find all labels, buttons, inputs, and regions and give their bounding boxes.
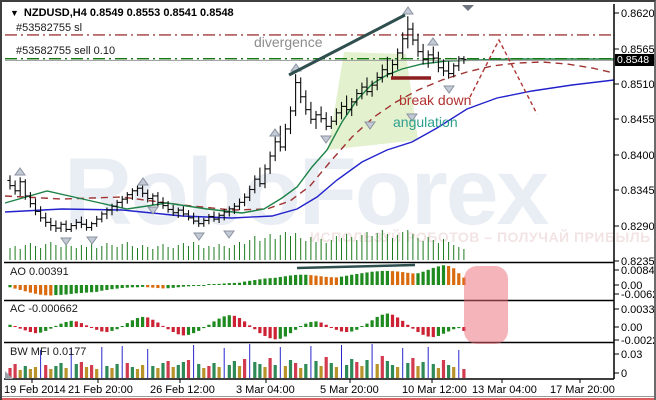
svg-text:0.8235: 0.8235 [621, 256, 655, 268]
svg-text:0.8290: 0.8290 [621, 221, 655, 233]
svg-text:0.8345: 0.8345 [621, 185, 655, 197]
svg-text:13 Mar 04:00: 13 Mar 04:00 [472, 384, 537, 396]
svg-text:21 Feb 20:00: 21 Feb 20:00 [68, 384, 133, 396]
accelerator-oscillator-panel [8, 313, 466, 340]
current-price-badge: 0.8548 [615, 54, 654, 66]
watermark-tagline: ИСПОЛЬЗУЙ РОБОТОВ – ПОЛУЧАЙ ПРИБЫЛЬ [310, 229, 651, 245]
svg-text:10 Mar 12:00: 10 Mar 12:00 [402, 384, 467, 396]
svg-text:0: 0 [621, 368, 627, 380]
svg-text:0.00: 0.00 [621, 322, 642, 334]
svg-text:0.8510: 0.8510 [621, 79, 655, 91]
title-bar: ▼ NZDUSD,H4 0.8549 0.8553 0.8541 0.8548 [10, 7, 234, 19]
svg-text:0.0084: 0.0084 [621, 265, 655, 277]
volume-bars [9, 230, 465, 260]
axis-labels: 0.8620 0.8565 0.8510 0.8455 0.8400 0.8345 0.82… [4, 8, 656, 396]
awesome-oscillator-panel [8, 265, 466, 296]
svg-text:0.8455: 0.8455 [621, 114, 655, 126]
svg-text:5 Mar 20:00: 5 Mar 20:00 [320, 384, 379, 396]
highlight-zone [464, 266, 508, 344]
ao-indicator-label: AO 0.00391 [10, 266, 69, 278]
divergence-annotation: divergence [254, 34, 323, 50]
symbol-ohlc-text: NZDUSD,H4 0.8549 0.8553 0.8541 0.8548 [23, 7, 234, 19]
fractal-arrows [14, 6, 455, 246]
alligator-lines [4, 58, 615, 219]
ohlc-bars [7, 16, 467, 233]
window-bottom-strip [2, 398, 654, 400]
symbol-dropdown-icon[interactable]: ▼ [10, 8, 19, 18]
ac-indicator-label: AC -0.000662 [10, 303, 78, 315]
analyst-annotations [288, 5, 538, 270]
sell-order-label[interactable]: #53582755 sell 0.10 [16, 45, 116, 57]
mfi-indicator-label: BW MFI 0.0177 [10, 346, 87, 358]
watermark-brand: RoboForex [64, 139, 549, 245]
svg-text:-0.00628: -0.00628 [621, 289, 656, 301]
order-lines[interactable] [5, 34, 614, 61]
svg-text:17 Mar 20:00: 17 Mar 20:00 [550, 384, 615, 396]
stop-loss-order-label[interactable]: #53582755 sl [16, 22, 83, 34]
svg-text:0.003359: 0.003359 [621, 304, 656, 316]
svg-text:-0.00228: -0.00228 [621, 335, 656, 347]
angulation-annotation: angulation [393, 114, 458, 130]
panel-frame [4, 4, 615, 380]
svg-text:3 Mar 04:00: 3 Mar 04:00 [236, 384, 295, 396]
svg-text:0.03: 0.03 [621, 349, 642, 361]
svg-text:0.8400: 0.8400 [621, 150, 655, 162]
svg-text:19 Feb 2014: 19 Feb 2014 [4, 384, 66, 396]
svg-text:0.00: 0.00 [621, 280, 642, 292]
svg-text:0.8565: 0.8565 [621, 44, 655, 56]
breakdown-annotation: break down [399, 92, 472, 108]
svg-text:26 Feb 12:00: 26 Feb 12:00 [150, 384, 215, 396]
window-bottom-divider [2, 396, 654, 397]
bw-mfi-panel [8, 344, 466, 378]
svg-text:0.8620: 0.8620 [621, 8, 655, 20]
